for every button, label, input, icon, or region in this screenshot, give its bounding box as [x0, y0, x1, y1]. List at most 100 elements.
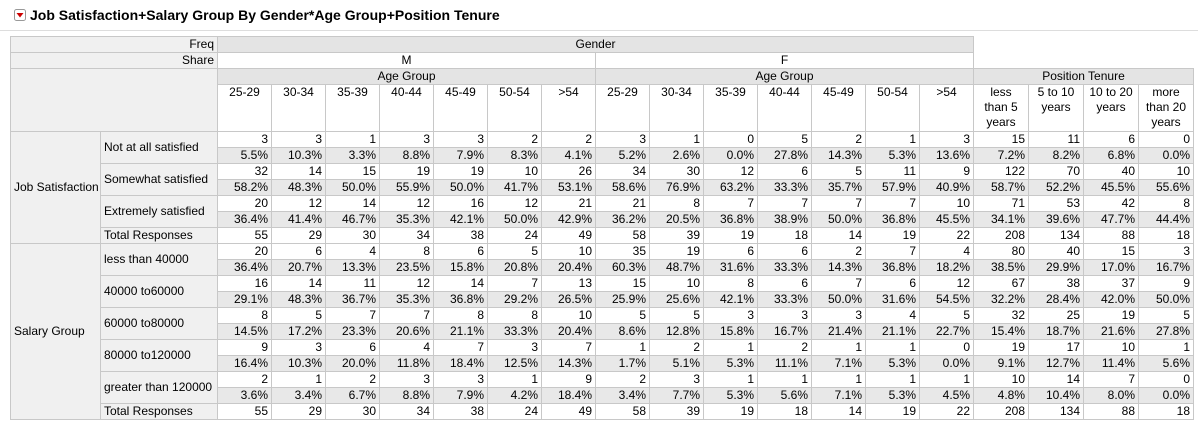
- freq-cell: 19: [973, 339, 1029, 356]
- row: 5.5% 10.3% 3.3% 8.8% 7.9% 8.3% 4.1% 5.2% 2.6% 0.0…: [11, 147, 1194, 164]
- freq-cell: 3: [919, 131, 974, 148]
- freq-cell: 2: [595, 371, 650, 388]
- share-cell: 11.8%: [379, 355, 434, 372]
- freq-cell: 6: [325, 339, 380, 356]
- total-cell: 49: [541, 403, 596, 420]
- freq-cell: 7: [433, 339, 488, 356]
- share-cell: 36.4%: [217, 211, 272, 228]
- column-label: 45-49: [433, 84, 488, 132]
- freq-cell: 67: [973, 275, 1029, 292]
- freq-cell: 20: [217, 243, 272, 260]
- freq-cell: 10: [487, 163, 542, 180]
- freq-cell: 3: [1138, 243, 1194, 260]
- share-cell: 20.5%: [649, 211, 704, 228]
- column-label: 35-39: [325, 84, 380, 132]
- disclosure-icon[interactable]: [14, 9, 26, 21]
- total-cell: 29: [271, 403, 326, 420]
- freq-cell: 8: [487, 307, 542, 324]
- column-label: >54: [919, 84, 974, 132]
- row-label: Somewhat satisfied: [100, 163, 218, 196]
- row: 29.1% 48.3% 36.7% 35.3% 36.8% 29.2% 26.5% 25.9%…: [11, 291, 1194, 308]
- row-label: greater than 120000: [100, 371, 218, 404]
- freq-cell: 8: [649, 195, 704, 212]
- column-label: 25-29: [217, 84, 272, 132]
- freq-cell: 6: [1083, 131, 1139, 148]
- share-cell: 36.8%: [433, 291, 488, 308]
- share-cell: 10.3%: [271, 147, 326, 164]
- freq-cell: 10: [649, 275, 704, 292]
- freq-cell: 26: [541, 163, 596, 180]
- share-cell: 13.3%: [325, 259, 380, 276]
- share-cell: 16.4%: [217, 355, 272, 372]
- share-cell: 58.6%: [595, 179, 650, 196]
- share-cell: 36.4%: [217, 259, 272, 276]
- share-cell: 23.3%: [325, 323, 380, 340]
- share-cell: 23.5%: [379, 259, 434, 276]
- row: 40000 to60000 16 14 11 12 14 7 13 15 10 8 6 7 6 12 67 38…: [11, 275, 1194, 308]
- share-cell: 16.7%: [757, 323, 812, 340]
- share-cell: 20.7%: [271, 259, 326, 276]
- column-label: 10 to 20 years: [1083, 84, 1139, 132]
- share-cell: 7.7%: [649, 387, 704, 404]
- total-cell: 19: [865, 403, 920, 420]
- share-cell: 36.7%: [325, 291, 380, 308]
- row: 14.5% 17.2% 23.3% 20.6% 21.1% 33.3% 20.4% 8.6% 1…: [11, 323, 1194, 340]
- freq-cell: 8: [217, 307, 272, 324]
- age-group-header: Age Group: [595, 68, 974, 85]
- share-cell: 14.3%: [811, 259, 866, 276]
- freq-cell: 2: [811, 131, 866, 148]
- title-bar: Job Satisfaction+Salary Group By Gender*…: [0, 0, 1198, 31]
- freq-cell: 9: [919, 163, 974, 180]
- row: Job Satisfaction Not at all satisfied 3 3 1 3…: [10, 131, 1194, 244]
- share-cell: 4.5%: [919, 387, 974, 404]
- freq-cell: 1: [649, 131, 704, 148]
- freq-cell: 3: [379, 371, 434, 388]
- total-cell: 39: [649, 227, 704, 244]
- freq-cell: 16: [217, 275, 272, 292]
- total-cell: 34: [379, 403, 434, 420]
- share-cell: 15.8%: [433, 259, 488, 276]
- total-cell: 208: [973, 403, 1029, 420]
- freq-cell: 2: [757, 339, 812, 356]
- freq-cell: 6: [757, 163, 812, 180]
- share-cell: 5.6%: [757, 387, 812, 404]
- column-label: 25-29: [595, 84, 650, 132]
- share-cell: 7.1%: [811, 355, 866, 372]
- share-cell: 3.4%: [271, 387, 326, 404]
- freq-cell: 30: [649, 163, 704, 180]
- freq-cell: 2: [541, 131, 596, 148]
- total-cell: 22: [919, 227, 974, 244]
- share-cell: 36.2%: [595, 211, 650, 228]
- row: Somewhat satisfied 32 14 15 19 19 10 26 34 30 12 6 5…: [11, 163, 1194, 196]
- row-label: Not at all satisfied: [100, 131, 218, 164]
- freq-cell: 19: [379, 163, 434, 180]
- share-cell: 8.8%: [379, 387, 434, 404]
- freq-cell: 12: [919, 275, 974, 292]
- share-cell: 29.1%: [217, 291, 272, 308]
- row-label: 40000 to60000: [100, 275, 218, 308]
- freq-cell: 21: [541, 195, 596, 212]
- row: 16.4% 10.3% 20.0% 11.8% 18.4% 12.5% 14.3% 1.7% 5…: [11, 355, 1194, 372]
- share-cell: 20.0%: [325, 355, 380, 372]
- share-cell: 10.4%: [1028, 387, 1084, 404]
- freq-cell: 0: [919, 339, 974, 356]
- freq-cell: 3: [271, 131, 326, 148]
- freq-cell: 1: [703, 339, 758, 356]
- share-cell: 20.6%: [379, 323, 434, 340]
- freq-cell: 11: [325, 275, 380, 292]
- freq-cell: 7: [1083, 371, 1139, 388]
- share-cell: 5.6%: [1138, 355, 1194, 372]
- report-title: Job Satisfaction+Salary Group By Gender*…: [30, 7, 500, 23]
- total-cell: 88: [1083, 403, 1139, 420]
- freq-cell: 3: [757, 307, 812, 324]
- freq-cell: 37: [1083, 275, 1139, 292]
- column-label: 5 to 10 years: [1028, 84, 1084, 132]
- share-cell: 7.9%: [433, 147, 488, 164]
- share-cell: 6.8%: [1083, 147, 1139, 164]
- freq-cell: 19: [1083, 307, 1139, 324]
- share-cell: 58.2%: [217, 179, 272, 196]
- share-cell: 31.6%: [703, 259, 758, 276]
- freq-cell: 14: [1028, 371, 1084, 388]
- share-cell: 45.5%: [919, 211, 974, 228]
